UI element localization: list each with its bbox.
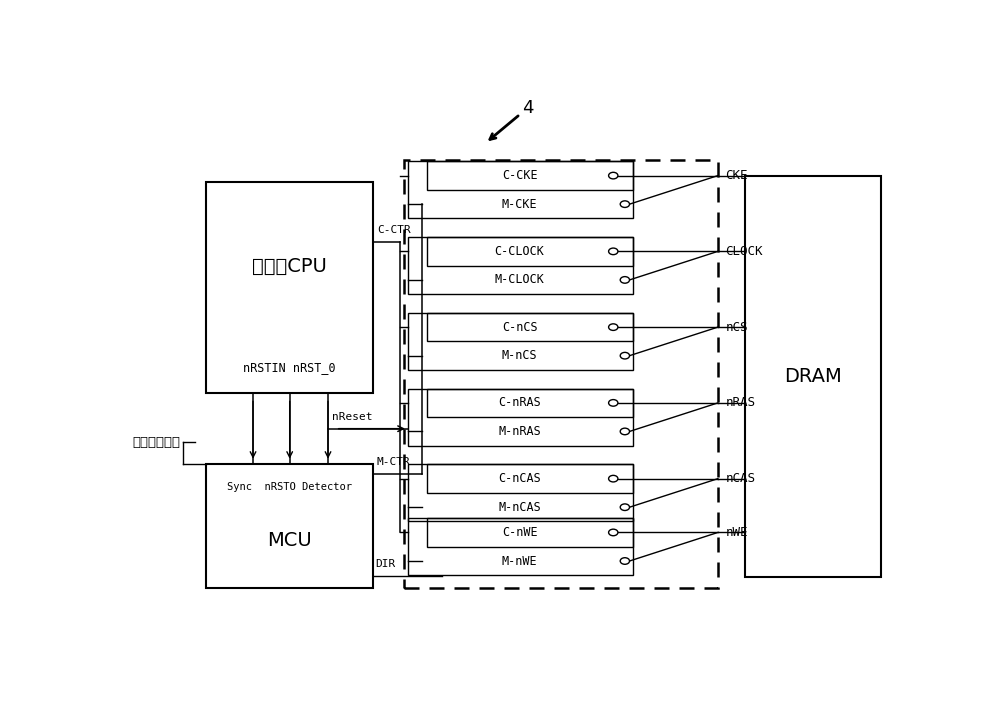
- Bar: [427, 464, 633, 493]
- Text: MCU: MCU: [267, 531, 312, 550]
- Circle shape: [620, 558, 630, 564]
- Circle shape: [609, 476, 618, 482]
- Text: 手动复位信号: 手动复位信号: [133, 436, 181, 449]
- Text: C-CKE: C-CKE: [502, 169, 537, 182]
- Text: C-CLOCK: C-CLOCK: [495, 245, 545, 258]
- Text: CLOCK: CLOCK: [726, 245, 763, 258]
- Bar: [408, 237, 633, 294]
- Bar: [404, 160, 718, 588]
- Bar: [408, 313, 633, 370]
- Text: CKE: CKE: [726, 169, 748, 182]
- Circle shape: [620, 277, 630, 283]
- Text: C-CTR: C-CTR: [377, 225, 411, 235]
- Circle shape: [620, 201, 630, 207]
- Text: M-nCAS: M-nCAS: [498, 501, 541, 513]
- Text: nRAS: nRAS: [726, 396, 756, 409]
- Text: C-nWE: C-nWE: [502, 526, 537, 539]
- Bar: [745, 176, 881, 577]
- Circle shape: [609, 248, 618, 255]
- Bar: [427, 161, 633, 190]
- Bar: [427, 313, 633, 342]
- Text: DRAM: DRAM: [784, 367, 842, 386]
- Circle shape: [609, 529, 618, 535]
- Text: 4: 4: [522, 98, 534, 116]
- Text: DIR: DIR: [375, 559, 396, 569]
- Bar: [408, 518, 633, 575]
- Text: nReset: nReset: [332, 411, 372, 421]
- Circle shape: [609, 399, 618, 406]
- Bar: [206, 182, 373, 393]
- Text: M-CKE: M-CKE: [502, 198, 537, 210]
- Bar: [408, 389, 633, 446]
- Circle shape: [609, 324, 618, 330]
- Text: M-nWE: M-nWE: [502, 555, 537, 568]
- Text: Sync  nRSTO Detector: Sync nRSTO Detector: [227, 481, 352, 491]
- Text: C-nCAS: C-nCAS: [498, 472, 541, 485]
- Text: M-nRAS: M-nRAS: [498, 425, 541, 438]
- Bar: [427, 518, 633, 547]
- Text: M-CTR: M-CTR: [377, 457, 411, 467]
- Bar: [206, 464, 373, 588]
- Text: C-nCS: C-nCS: [502, 321, 537, 334]
- Text: M-nCS: M-nCS: [502, 349, 537, 362]
- Bar: [427, 237, 633, 266]
- Text: M-CLOCK: M-CLOCK: [495, 273, 545, 287]
- Circle shape: [620, 428, 630, 435]
- Bar: [427, 389, 633, 417]
- Text: nCAS: nCAS: [726, 472, 756, 485]
- Text: nCS: nCS: [726, 321, 748, 334]
- Bar: [408, 464, 633, 521]
- Circle shape: [620, 504, 630, 511]
- Bar: [408, 161, 633, 218]
- Text: 主系统CPU: 主系统CPU: [252, 257, 327, 276]
- Text: nWE: nWE: [726, 526, 748, 539]
- Circle shape: [609, 173, 618, 179]
- Text: nRSTIN nRST_0: nRSTIN nRST_0: [243, 361, 336, 374]
- Text: C-nRAS: C-nRAS: [498, 396, 541, 409]
- Circle shape: [620, 352, 630, 359]
